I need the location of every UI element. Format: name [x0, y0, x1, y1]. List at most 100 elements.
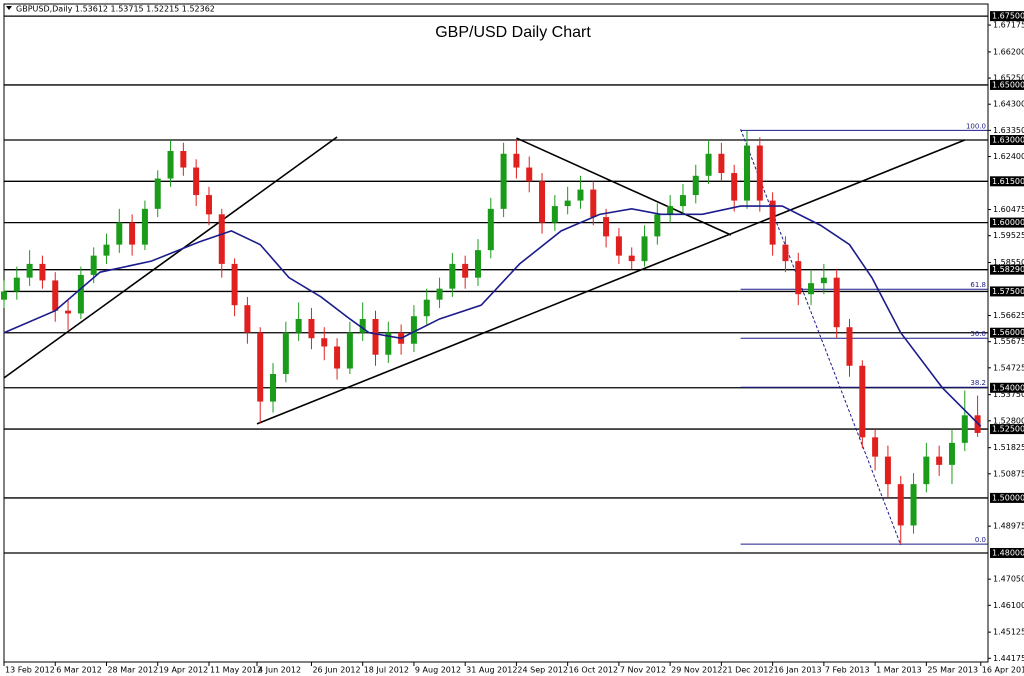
- candle-body: [65, 310, 72, 314]
- x-tick-label: 26 Jun 2012: [312, 666, 360, 675]
- x-tick-label: 11 May 2012: [210, 666, 262, 675]
- candle-body: [1, 291, 7, 300]
- x-tick-label: 7 Feb 2013: [825, 666, 870, 675]
- fib-line: [740, 129, 902, 546]
- candle-body: [436, 288, 443, 300]
- x-tick-label: 18 Jul 2012: [364, 666, 409, 675]
- fib-label: 50.0: [970, 330, 986, 338]
- y-tick-label: 1.59525: [993, 231, 1024, 240]
- candle-body: [731, 173, 738, 201]
- candle-body: [641, 236, 648, 262]
- candle-body: [679, 195, 686, 207]
- x-tick-label: 6 Mar 2012: [56, 666, 102, 675]
- candle-body: [205, 195, 212, 215]
- candle-body: [487, 208, 494, 251]
- candle-body: [577, 189, 584, 201]
- y-tick-label: 1.47050: [993, 575, 1024, 584]
- level-label: 1.58290: [992, 265, 1024, 274]
- level-label: 1.50000: [992, 493, 1024, 502]
- fib-label: 0.0: [975, 536, 986, 544]
- candle-body: [782, 244, 789, 262]
- y-tick-label: 1.44175: [993, 654, 1024, 663]
- level-label-box: [990, 492, 1024, 503]
- candle-body: [13, 277, 20, 292]
- candle-body: [705, 153, 712, 176]
- candle-body: [526, 167, 533, 182]
- candle-body: [218, 214, 225, 264]
- candle-body: [833, 277, 840, 328]
- x-tick-label: 28 Mar 2012: [107, 666, 158, 675]
- candle-body: [26, 263, 33, 278]
- candle-body: [859, 365, 866, 438]
- level-label: 1.61500: [992, 177, 1024, 186]
- level-label: 1.48000: [992, 548, 1024, 557]
- candle-body: [231, 263, 238, 306]
- candle-body: [795, 261, 802, 295]
- chart-header: GBPUSD,Daily 1.53612 1.53715 1.52215 1.5…: [16, 5, 215, 14]
- level-label-box: [990, 79, 1024, 90]
- x-tick-label: 13 Feb 2012: [5, 666, 55, 675]
- x-tick-label: 16 Oct 2012: [569, 666, 618, 675]
- trendline: [3, 136, 338, 379]
- level-label-box: [990, 327, 1024, 338]
- candle-body: [603, 217, 610, 237]
- candle-body: [539, 181, 546, 223]
- candle-body: [948, 442, 955, 465]
- candle-body: [39, 263, 46, 281]
- candle-body: [872, 437, 879, 457]
- candle-body: [90, 255, 97, 275]
- x-tick-label: 25 Mar 2013: [927, 666, 978, 675]
- candle-body: [564, 200, 571, 207]
- y-tick-label: 1.46100: [993, 601, 1024, 610]
- candle-body: [423, 299, 430, 317]
- chart-title: GBP/USD Daily Chart: [435, 24, 591, 41]
- candle-body: [615, 236, 622, 256]
- fib-label: 61.8: [970, 281, 986, 289]
- x-tick-label: 21 Dec 2012: [722, 666, 773, 675]
- candle-body: [808, 283, 815, 295]
- level-label: 1.65000: [992, 80, 1024, 89]
- moving-average: [3, 205, 982, 427]
- y-tick-label: 1.51825: [993, 443, 1024, 452]
- candle-body: [116, 222, 123, 245]
- x-tick-label: 4 Jun 2012: [258, 666, 301, 675]
- level-label: 1.63000: [992, 136, 1024, 145]
- candle-body: [449, 263, 456, 289]
- candle-body: [359, 318, 366, 333]
- x-tick-label: 7 Nov 2012: [620, 666, 666, 675]
- candle-body: [910, 484, 917, 526]
- candle-body: [923, 456, 930, 485]
- level-label: 1.67500: [992, 12, 1024, 21]
- y-tick-label: 1.60475: [993, 205, 1024, 214]
- candle-body: [141, 208, 148, 245]
- candle-body: [692, 175, 699, 196]
- level-label-box: [990, 11, 1024, 22]
- x-tick-label: 1 Mar 2013: [876, 666, 922, 675]
- candle-body: [500, 153, 507, 209]
- y-tick-label: 1.56625: [993, 311, 1024, 320]
- candle-body: [321, 338, 328, 347]
- x-tick-label: 19 Apr 2012: [159, 666, 208, 675]
- level-label-box: [990, 135, 1024, 146]
- candle-body: [897, 484, 904, 526]
- candle-body: [744, 145, 751, 201]
- x-tick-label: 9 Aug 2012: [415, 666, 461, 675]
- candle-body: [180, 151, 187, 168]
- level-label-box: [990, 176, 1024, 187]
- candle-body: [884, 456, 891, 485]
- candle-body: [103, 244, 110, 256]
- y-tick-label: 1.54725: [993, 363, 1024, 372]
- candle-body: [244, 305, 251, 333]
- candle-body: [628, 255, 635, 262]
- level-label-box: [990, 547, 1024, 558]
- candle-body: [193, 167, 200, 196]
- candle-body: [77, 274, 84, 314]
- level-label-box: [990, 424, 1024, 435]
- level-label-box: [990, 286, 1024, 297]
- candle-body: [462, 263, 469, 278]
- candle-body: [846, 327, 853, 366]
- x-tick-label: 16 Jan 2013: [774, 666, 822, 675]
- y-tick-label: 1.66200: [993, 47, 1024, 56]
- candle-body: [961, 415, 968, 443]
- level-label-box: [990, 217, 1024, 228]
